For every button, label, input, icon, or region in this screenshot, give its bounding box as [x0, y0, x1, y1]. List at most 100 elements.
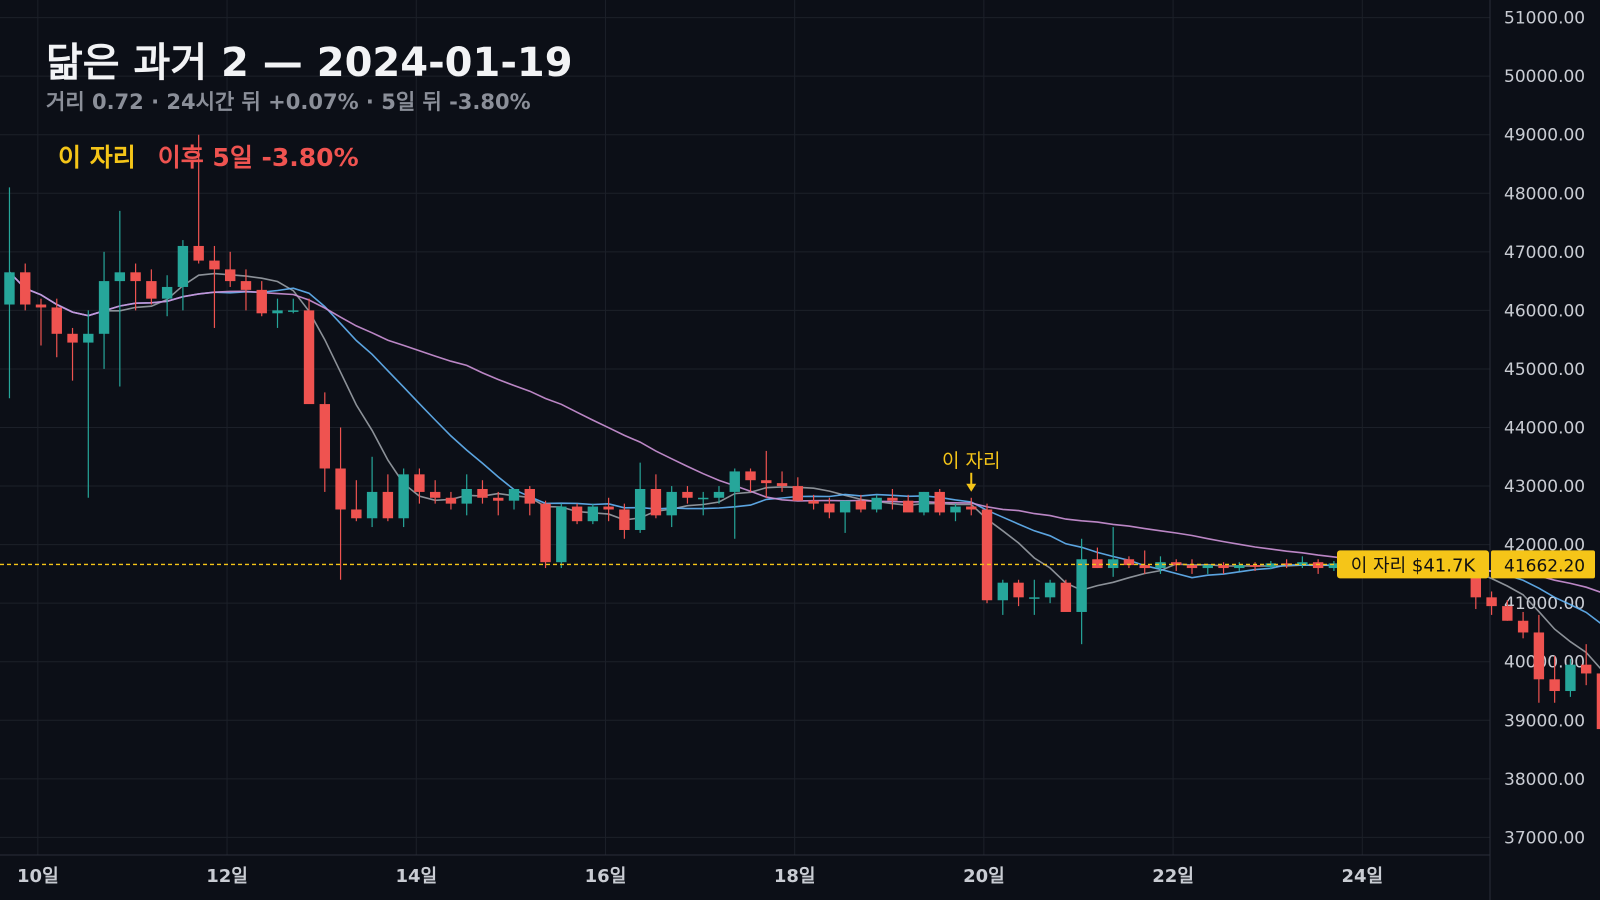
candle-body [83, 333, 94, 343]
candle [934, 488, 945, 516]
candle-body [67, 333, 78, 343]
candle-body [335, 468, 346, 510]
candle-body [1186, 565, 1198, 569]
candle [839, 500, 851, 533]
candle [146, 269, 157, 305]
candle-body [1013, 582, 1024, 598]
candle [1139, 550, 1150, 574]
candle [1218, 562, 1229, 574]
candle-body [1565, 664, 1576, 692]
legend-marker-label: 이 자리 [58, 143, 136, 172]
candle [776, 471, 788, 492]
candle-body [776, 483, 788, 487]
x-tick-label: 10일 [17, 866, 59, 887]
candle [966, 497, 977, 516]
candle [272, 298, 283, 328]
candle-body [1171, 562, 1182, 566]
candle-body [98, 281, 110, 334]
candle [524, 486, 535, 516]
y-tick-label: 39000.00 [1504, 711, 1585, 731]
candle [1328, 561, 1340, 571]
candle [98, 251, 110, 369]
candle-body [51, 307, 62, 334]
candle [508, 488, 520, 510]
candle [918, 491, 930, 516]
marker-price-tag-box [1337, 550, 1489, 579]
candle [1155, 556, 1166, 574]
candle-body [20, 272, 31, 305]
y-tick-label: 44000.00 [1504, 419, 1585, 439]
candle-body [871, 497, 882, 510]
candle-body [745, 471, 756, 481]
candle [351, 480, 362, 522]
candle-body [240, 281, 252, 290]
candle-body [1486, 597, 1497, 607]
candle [114, 210, 126, 387]
candle-body [429, 491, 441, 498]
candle [303, 298, 315, 405]
candle [571, 503, 583, 525]
candle [997, 579, 1008, 615]
y-tick-label: 46000.00 [1504, 301, 1585, 321]
candle-body [682, 491, 693, 498]
candle [1107, 527, 1119, 577]
candle-body [556, 506, 567, 563]
candle-body [224, 269, 236, 282]
candle [1060, 579, 1072, 612]
candle-body [461, 488, 472, 504]
candle [1234, 562, 1245, 571]
candle [1013, 579, 1024, 607]
y-tick-label: 40000.00 [1504, 653, 1585, 673]
candle [366, 456, 378, 528]
candle-body [1076, 559, 1087, 612]
candle [1533, 614, 1545, 703]
candle [1186, 559, 1198, 574]
candle [540, 500, 551, 569]
candle [256, 281, 267, 317]
y-tick-label: 45000.00 [1504, 360, 1585, 380]
candle [950, 503, 961, 522]
candle-body [398, 474, 409, 519]
candle [414, 468, 425, 504]
legend-outcome-label: 이후 5일 -3.80% [157, 143, 359, 172]
candle-body [1312, 562, 1324, 569]
x-tick-label: 12일 [206, 866, 248, 887]
candle-body [902, 500, 914, 513]
candle-body [1155, 562, 1166, 569]
candle-body [1249, 565, 1261, 567]
candle-body [414, 474, 425, 492]
candle [1281, 559, 1292, 569]
candle-body [288, 310, 299, 312]
candle-body [445, 497, 457, 504]
candle [319, 392, 331, 492]
candle [161, 275, 173, 317]
candle [51, 298, 62, 358]
y-tick-label: 48000.00 [1504, 184, 1585, 204]
candle-body [966, 506, 977, 510]
candle-body [1107, 559, 1119, 569]
x-tick-label: 24일 [1341, 866, 1383, 887]
candle-body [1092, 559, 1103, 569]
candle [650, 474, 662, 519]
candle-body [981, 509, 993, 601]
candle [745, 468, 756, 492]
axis-price-tag: 41662.20 [1504, 556, 1585, 576]
candle [682, 486, 693, 504]
y-tick-label: 43000.00 [1504, 477, 1585, 497]
candle [67, 327, 78, 381]
candle-body [666, 491, 677, 516]
candle-body [887, 497, 898, 501]
candle [1549, 655, 1560, 703]
candle-body [1123, 559, 1135, 566]
candle [1502, 600, 1513, 621]
candle-body [634, 488, 646, 530]
candle [477, 480, 488, 504]
candle-body [1060, 582, 1072, 612]
candle [1580, 644, 1592, 686]
candle [429, 480, 441, 504]
candle-body [1580, 664, 1592, 674]
candle [83, 310, 94, 498]
candle-body [824, 503, 835, 513]
candle-body [1533, 632, 1545, 680]
